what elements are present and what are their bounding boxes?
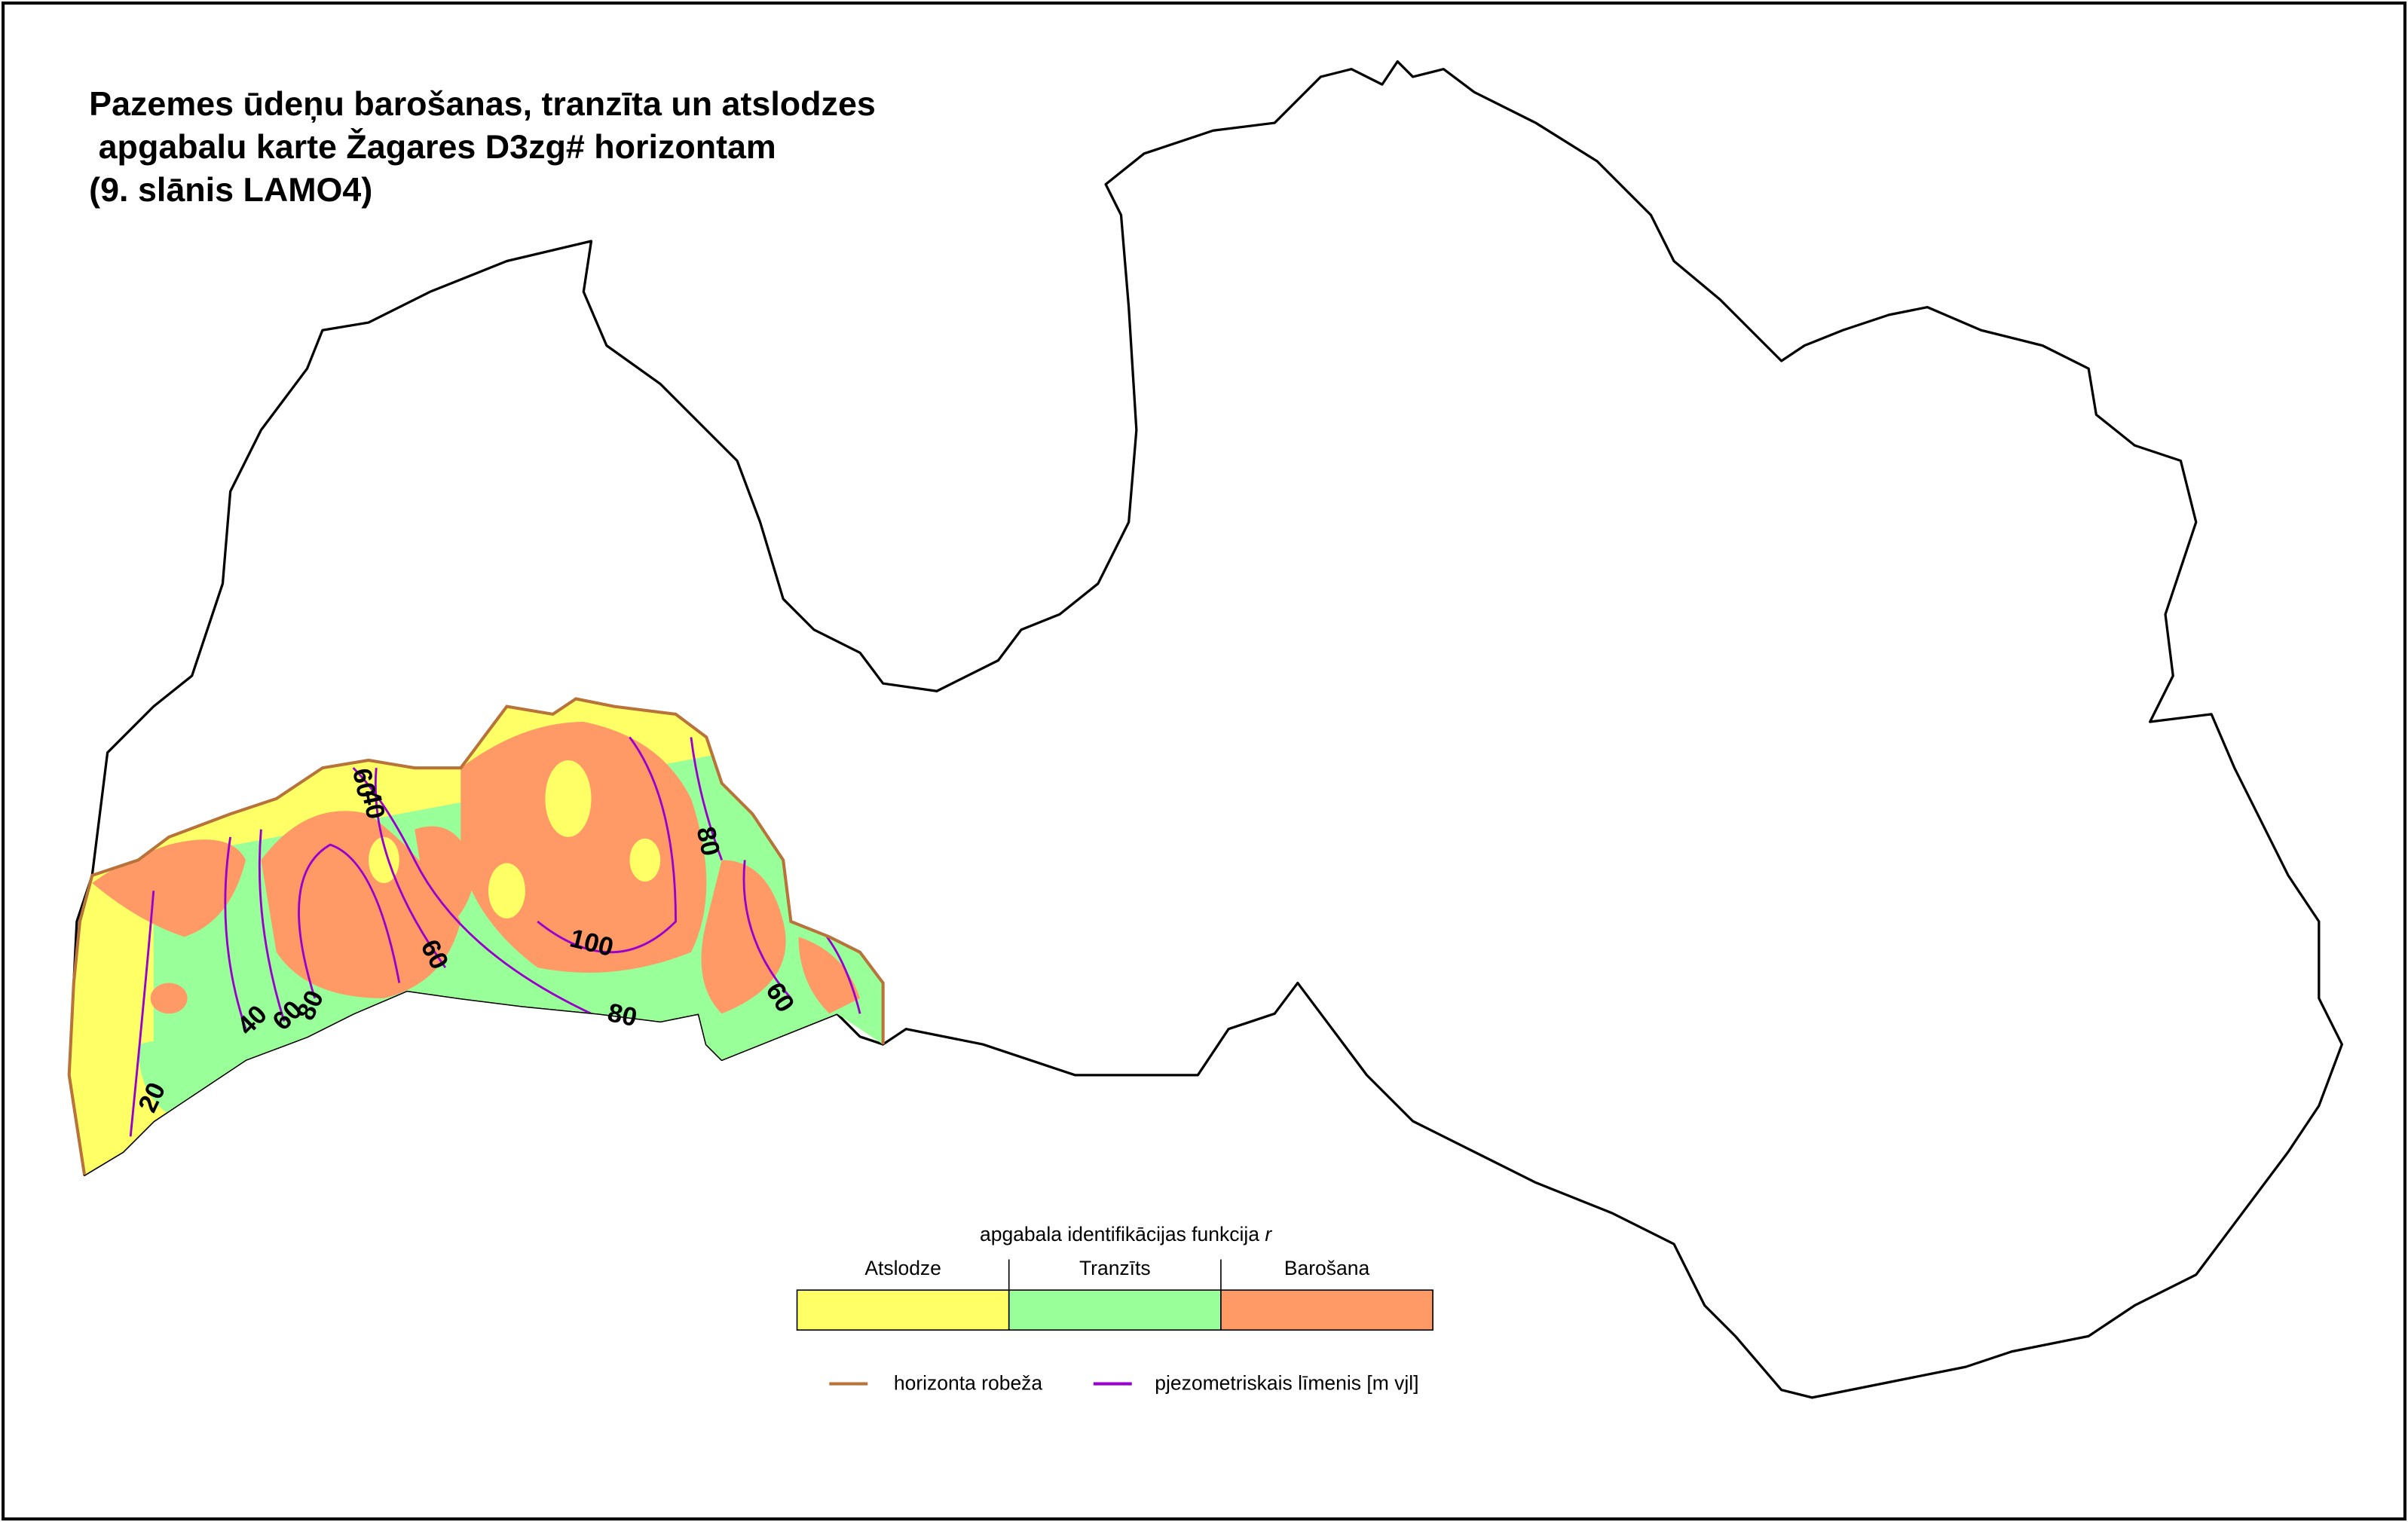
legend-label: Atslodze [864, 1257, 941, 1279]
legend-label: Tranzīts [1079, 1257, 1151, 1279]
legend-title-variable: r [1265, 1223, 1272, 1245]
recharge-area [92, 722, 861, 1014]
title-line: apgabalu karte Žagares D3zg# horizontam [89, 127, 776, 166]
legend-line-label: pjezometriskais līmenis [m vjl] [1155, 1372, 1418, 1395]
legend: Atslodze Tranzīts Barošana horizonta robeža… [796, 1257, 1433, 1395]
discharge-spots [369, 759, 661, 918]
legend-line-label: horizonta robeža [894, 1372, 1043, 1395]
contour-label: 60 [347, 766, 381, 800]
contour-label: 80 [605, 998, 640, 1032]
legend-swatch [1220, 1289, 1433, 1331]
legend-title-text: apgabala identifikācijas funkcija [980, 1223, 1259, 1245]
country-outline [68, 60, 2344, 1399]
legend-swatch [1008, 1289, 1222, 1331]
contour-label: 40 [356, 787, 390, 822]
title-line: Pazemes ūdeņu barošanas, tranzīta un ats… [89, 84, 876, 123]
legend-label: Barošana [1284, 1257, 1370, 1279]
legend-swatch [796, 1289, 1010, 1331]
contour-label: 80 [691, 824, 725, 859]
title-line: (9. slānis LAMO4) [89, 170, 372, 209]
title: Pazemes ūdeņu barošanas, tranzīta un ats… [89, 84, 876, 209]
horizon-boundary [67, 697, 885, 1175]
legend-title: apgabala identifikācijas funkcija r [980, 1223, 1272, 1245]
